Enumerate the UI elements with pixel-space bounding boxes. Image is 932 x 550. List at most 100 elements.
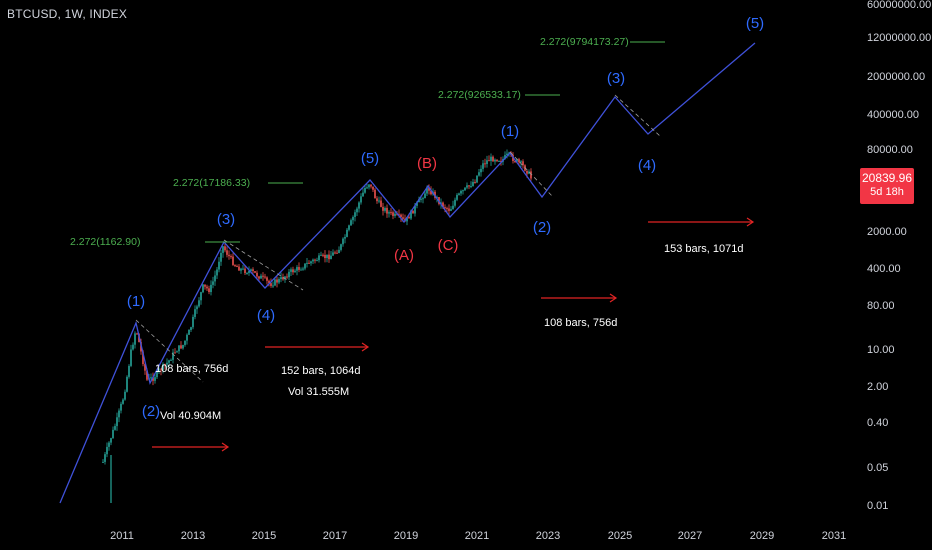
price-tick-label: 2000.00 [867, 226, 907, 238]
candle [492, 155, 494, 162]
candle-body [124, 391, 126, 400]
candle [490, 153, 492, 166]
candle-body [142, 351, 144, 365]
candle [496, 159, 498, 163]
candle [154, 373, 156, 384]
candle-body [306, 262, 308, 264]
price-tick-label: 60000000.00 [867, 0, 931, 11]
candle-body [382, 206, 384, 211]
time-tick-label: 2029 [750, 530, 774, 542]
candle-body [136, 333, 138, 335]
candle-body [208, 288, 210, 293]
time-tick-label: 2027 [678, 530, 702, 542]
candle [116, 412, 118, 431]
candle [194, 305, 196, 320]
candle [336, 249, 338, 254]
candle [212, 276, 214, 289]
price-axis[interactable]: 60000000.00 12000000.00 2000000.00 400000.0… [867, 0, 931, 512]
candle [172, 348, 174, 364]
candle-body [332, 252, 334, 256]
candle-body [518, 159, 520, 163]
wave-label: (4) [257, 307, 275, 324]
candle-body [378, 200, 380, 202]
candle [456, 193, 458, 202]
price-tick-label: 12000000.00 [867, 32, 931, 44]
candle [196, 304, 198, 314]
candle [360, 193, 362, 205]
candle-body [312, 259, 314, 262]
candle-body [256, 272, 258, 277]
candle-body [156, 370, 158, 378]
candle [498, 160, 500, 162]
candle-body [478, 172, 480, 176]
bar-countdown: 5d 18h [870, 186, 904, 198]
time-tick-label: 2025 [608, 530, 632, 542]
candle [228, 250, 230, 260]
candle-body [120, 403, 122, 411]
candle [368, 184, 370, 190]
time-axis[interactable]: 2011 2013 2015 2017 2019 2021 2023 2025 2027 2029… [110, 530, 846, 542]
candle [158, 367, 160, 375]
candle [290, 267, 292, 276]
candle [286, 273, 288, 279]
candle [278, 277, 280, 285]
candle [204, 284, 206, 290]
candle [188, 329, 190, 335]
candle [458, 192, 460, 196]
chart-overlay: (1) (2) (3) (4) (5) (A) (B) (C) (1) (2) (3) (4) (5) 2… [70, 15, 764, 452]
price-tick-label: 2.00 [867, 381, 888, 393]
candle [134, 331, 136, 349]
candle [160, 368, 162, 376]
candle-body [162, 364, 164, 371]
candle [102, 459, 104, 463]
candle-body [158, 369, 160, 371]
candle [364, 185, 366, 194]
candle [386, 204, 388, 218]
candle-body [262, 275, 264, 277]
candle-body [288, 271, 290, 278]
candle-body [238, 266, 240, 271]
time-tick-label: 2021 [465, 530, 489, 542]
projection-arrow-head [609, 293, 618, 303]
candle [452, 200, 454, 210]
candle [374, 188, 376, 199]
candle [174, 348, 176, 354]
candle [198, 297, 200, 308]
candle [224, 243, 226, 253]
candle-body [194, 309, 196, 317]
candle [304, 263, 306, 271]
price-tick-label: 80000.00 [867, 144, 913, 156]
candle-body [336, 252, 338, 254]
candle [314, 258, 316, 264]
candle [302, 266, 304, 271]
time-tick-label: 2023 [536, 530, 560, 542]
measure-annotation: Vol 40.904M [160, 410, 221, 422]
candle-body [108, 442, 110, 447]
price-tick-label: 0.05 [867, 462, 888, 474]
candle [114, 423, 116, 431]
candle [254, 270, 256, 274]
candle-body [308, 262, 310, 264]
candle-body [400, 214, 402, 218]
symbol-title[interactable]: BTCUSD, 1W, INDEX [7, 7, 128, 21]
candle-body [214, 275, 216, 282]
candle-body [126, 376, 128, 392]
candle-body [160, 369, 162, 371]
candle-body [272, 285, 274, 287]
candle-body [182, 344, 184, 349]
candle [152, 372, 154, 386]
candle-body [184, 340, 186, 345]
candle-body [164, 364, 166, 366]
candle [382, 202, 384, 216]
candle-body [458, 193, 460, 195]
candle [500, 156, 502, 166]
candle [162, 362, 164, 374]
candle-body [286, 276, 288, 278]
candle-body [452, 205, 454, 210]
candle [294, 268, 296, 273]
candle [460, 189, 462, 196]
candle [214, 270, 216, 286]
candle-body [430, 190, 432, 195]
candle-body [314, 259, 316, 261]
